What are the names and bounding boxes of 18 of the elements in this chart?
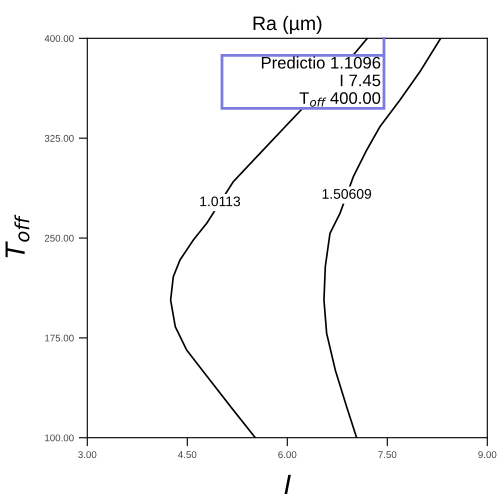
x-tick-label: 3.00 — [78, 451, 96, 458]
series-label: 1.0113 — [200, 196, 240, 206]
x-tick-label: 9.00 — [478, 451, 496, 458]
annotation: Predictio 1.1096 — [262, 56, 380, 69]
x-tick-label: 7.50 — [378, 451, 396, 458]
annotation: I 7.45 — [340, 74, 380, 86]
y-axis-title: T$_{off}$ — [6, 214, 30, 258]
annotation: T$_{off}$ 400.00 — [300, 92, 380, 107]
x-axis-title: I — [284, 474, 291, 494]
y-tick-label: 250.00 — [44, 234, 74, 242]
y-tick-label: 100.00 — [45, 434, 74, 442]
x-tick-label: 6.00 — [278, 451, 296, 458]
y-tick-label: 400.00 — [44, 35, 74, 42]
series-label: 1.50609 — [322, 189, 372, 199]
x-tick-label: 4.50 — [178, 451, 196, 458]
chart-title: Ra (µm) — [254, 16, 322, 34]
y-tick-label: 175.00 — [45, 334, 74, 342]
y-tick-label: 325.00 — [44, 134, 74, 142]
